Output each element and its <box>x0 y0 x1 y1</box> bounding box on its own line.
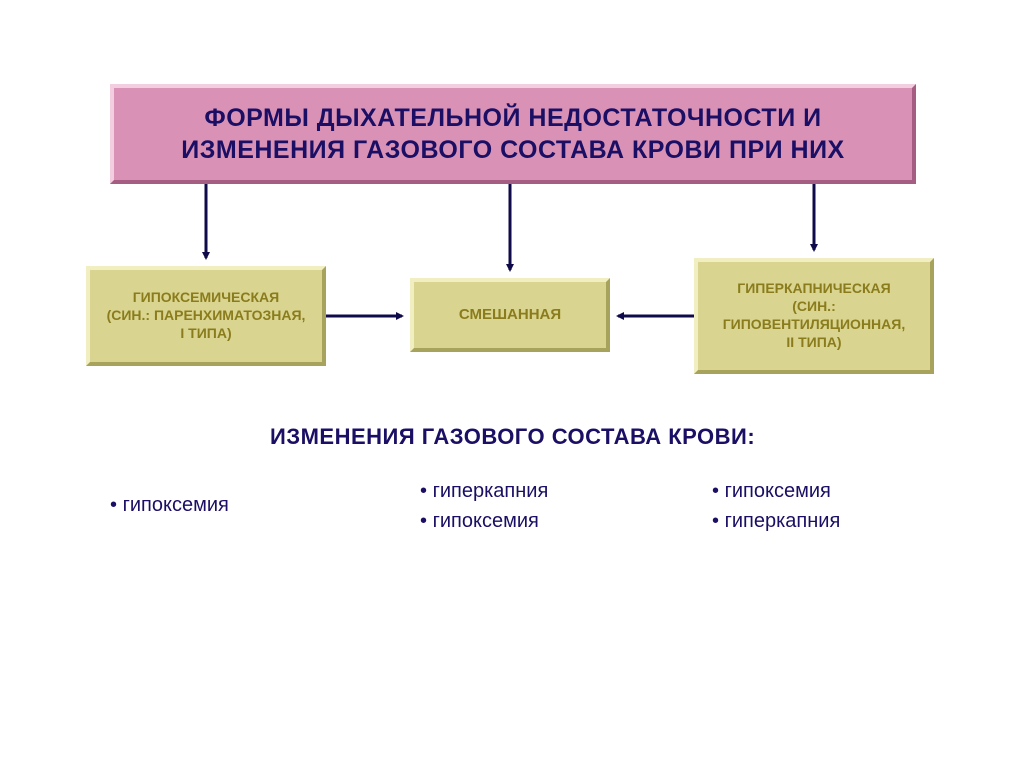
bullet-item: гипоксемия <box>110 490 229 520</box>
box-mid-l1: СМЕШАННАЯ <box>459 305 561 324</box>
box-mixed: СМЕШАННАЯ <box>410 278 610 352</box>
box-hypoxemic: ГИПОКСЕМИЧЕСКАЯ (СИН.: ПАРЕНХИМАТОЗНАЯ, … <box>86 266 326 366</box>
box-right-l2: (СИН.: <box>723 298 905 316</box>
box-right-l4: II ТИПА) <box>723 334 905 352</box>
box-right-l3: ГИПОВЕНТИЛЯЦИОННАЯ, <box>723 316 905 334</box>
bullets-col-2: гиперкапниягипоксемия <box>420 476 548 536</box>
box-left-l3: I ТИПА) <box>107 325 306 343</box>
bullets-col-1: гипоксемия <box>110 490 229 520</box>
section-heading: ИЗМЕНЕНИЯ ГАЗОВОГО СОСТАВА КРОВИ: <box>270 424 755 450</box>
title-line1: ФОРМЫ ДЫХАТЕЛЬНОЙ НЕДОСТАТОЧНОСТИ И <box>181 102 844 134</box>
section-heading-text: ИЗМЕНЕНИЯ ГАЗОВОГО СОСТАВА КРОВИ: <box>270 424 755 449</box>
bullet-item: гиперкапния <box>420 476 548 506</box>
bullet-item: гипоксемия <box>712 476 840 506</box>
title-line2: ИЗМЕНЕНИЯ ГАЗОВОГО СОСТАВА КРОВИ ПРИ НИХ <box>181 134 844 166</box>
box-left-l1: ГИПОКСЕМИЧЕСКАЯ <box>107 289 306 307</box>
box-hypercapnic: ГИПЕРКАПНИЧЕСКАЯ (СИН.: ГИПОВЕНТИЛЯЦИОНН… <box>694 258 934 374</box>
box-right-l1: ГИПЕРКАПНИЧЕСКАЯ <box>723 280 905 298</box>
bullet-item: гиперкапния <box>712 506 840 536</box>
title-box: ФОРМЫ ДЫХАТЕЛЬНОЙ НЕДОСТАТОЧНОСТИ И ИЗМЕ… <box>110 84 916 184</box>
bullets-col-3: гипоксемиягиперкапния <box>712 476 840 536</box>
bullet-item: гипоксемия <box>420 506 548 536</box>
box-left-l2: (СИН.: ПАРЕНХИМАТОЗНАЯ, <box>107 307 306 325</box>
diagram-stage: ФОРМЫ ДЫХАТЕЛЬНОЙ НЕДОСТАТОЧНОСТИ И ИЗМЕ… <box>0 0 1024 768</box>
